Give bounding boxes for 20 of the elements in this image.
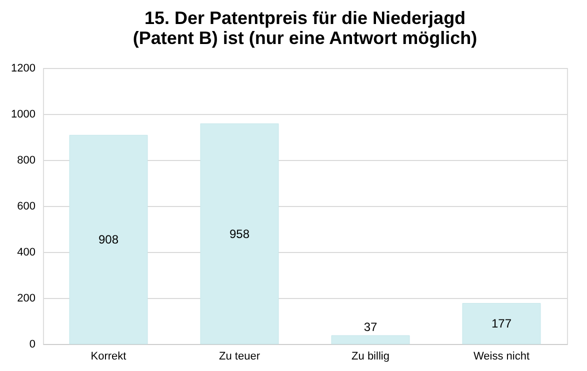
data-label: 908 [98, 232, 119, 247]
y-tick-label: 400 [17, 246, 36, 258]
data-label: 177 [491, 316, 512, 331]
data-label: 958 [229, 226, 250, 241]
bar [200, 123, 279, 344]
y-tick-label: 1200 [11, 62, 36, 74]
y-tick-label: 600 [17, 200, 36, 212]
x-tick-label: Weiss nicht [473, 350, 530, 362]
x-tick-label: Zu billig [352, 350, 390, 362]
bar [69, 134, 148, 344]
y-tick-label: 200 [17, 292, 36, 304]
y-tick-label: 800 [17, 154, 36, 166]
x-tick-label: Korrekt [90, 350, 126, 362]
data-label: 37 [364, 320, 378, 334]
chart-title: 15. Der Patentpreis für die Niederjagd (Patent B) ist (nur eine Antwort möglich) [132, 8, 478, 48]
y-tick-label: 0 [29, 338, 36, 350]
bar [462, 303, 541, 344]
y-tick-label: 1000 [11, 108, 36, 120]
bar [331, 335, 410, 344]
x-tick-label: Zu teuer [219, 350, 260, 362]
